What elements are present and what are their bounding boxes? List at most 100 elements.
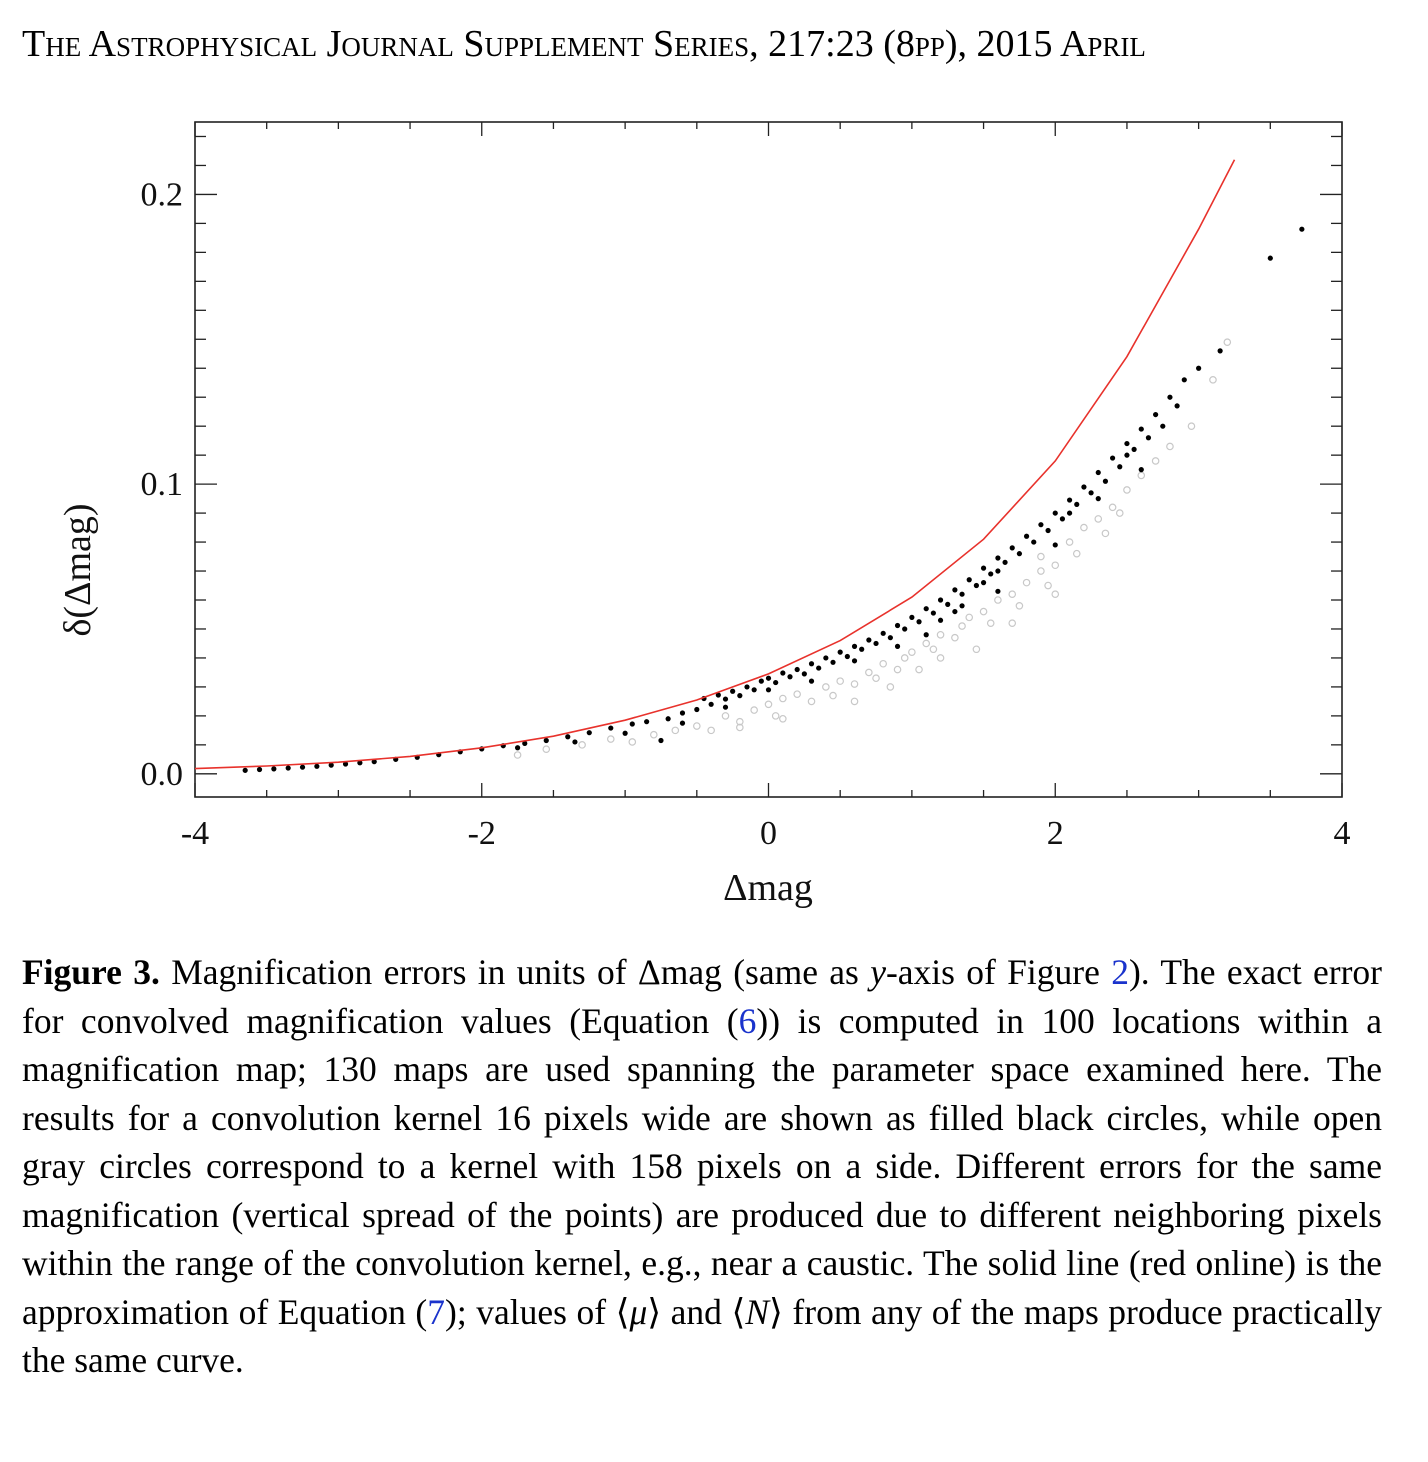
gray-open-point xyxy=(915,665,923,674)
gray-open-point xyxy=(836,677,844,685)
gray-open-point xyxy=(1037,567,1045,575)
caption-label: Figure 3. xyxy=(22,952,160,992)
black-filled-point xyxy=(808,661,815,667)
black-filled-point xyxy=(328,762,334,768)
gray-open-point xyxy=(1065,538,1074,546)
gray-open-point xyxy=(822,683,830,691)
black-filled-point xyxy=(1102,478,1109,484)
black-filled-point xyxy=(665,716,671,722)
black-filled-point xyxy=(1267,255,1273,261)
black-filled-point xyxy=(952,608,958,615)
x-tick-label: -4 xyxy=(181,815,209,852)
black-filled-point xyxy=(773,679,779,686)
black-filled-point xyxy=(357,760,363,766)
black-filled-point xyxy=(930,610,936,616)
caption-text-7: ⟩ from any of the maps produce practical… xyxy=(22,1291,1382,1381)
black-filled-point xyxy=(737,693,743,699)
gray-open-point xyxy=(1187,422,1196,430)
gray-open-point xyxy=(779,694,787,703)
black-filled-point xyxy=(894,622,901,629)
gray-open-point xyxy=(1037,552,1045,561)
black-filled-point xyxy=(371,759,377,765)
black-filled-point xyxy=(995,555,1001,561)
gray-open-point xyxy=(779,714,787,723)
black-filled-point xyxy=(959,603,965,609)
black-filled-point xyxy=(973,582,979,589)
gray-open-point xyxy=(693,722,701,730)
black-filled-point xyxy=(816,665,822,671)
gray-open-point xyxy=(893,665,902,674)
black-filled-point xyxy=(1095,469,1101,476)
gray-open-point xyxy=(578,741,586,749)
gray-open-point xyxy=(872,674,880,683)
black-filled-point xyxy=(271,766,277,772)
black-filled-point xyxy=(894,643,901,649)
black-filled-point xyxy=(980,580,987,586)
gray-open-point xyxy=(986,619,995,627)
y-tick-label: 0.0 xyxy=(141,756,184,793)
gray-open-point xyxy=(736,723,744,732)
gray-open-point xyxy=(1008,590,1017,599)
gray-open-point xyxy=(1051,561,1060,570)
figure-2-link[interactable]: 2 xyxy=(1111,952,1129,992)
caption-text-5: ); values of ⟨ xyxy=(445,1291,630,1332)
black-filled-point xyxy=(923,606,929,612)
black-filled-point xyxy=(988,571,994,577)
black-filled-point xyxy=(1002,559,1008,565)
gray-open-point xyxy=(513,751,522,759)
black-filled-point xyxy=(299,764,306,770)
black-filled-point xyxy=(622,730,628,736)
gray-open-point xyxy=(951,633,959,642)
black-filled-point xyxy=(1066,497,1073,503)
gray-open-point xyxy=(1015,601,1024,610)
black-filled-point xyxy=(880,630,886,636)
black-filled-point xyxy=(902,626,908,632)
black-filled-point xyxy=(1016,551,1023,557)
black-filled-point xyxy=(572,739,578,745)
equation-6-link[interactable]: 6 xyxy=(738,1000,757,1041)
black-filled-point xyxy=(256,766,263,773)
gray-open-point xyxy=(1166,442,1174,451)
black-filled-point xyxy=(823,655,829,661)
black-filled-point xyxy=(1167,394,1173,400)
black-filled-point xyxy=(1045,527,1051,534)
black-filled-point xyxy=(679,710,686,716)
y-tick-label: 0.1 xyxy=(141,466,184,503)
black-filled-point xyxy=(1196,365,1202,371)
gray-open-point xyxy=(1008,619,1017,627)
black-filled-point xyxy=(629,721,635,727)
gray-open-point xyxy=(829,691,837,700)
black-filled-point xyxy=(644,719,650,725)
y-axis-label: δ(Δmag) xyxy=(57,503,99,636)
equation-7-link[interactable]: 7 xyxy=(427,1291,445,1332)
black-filled-point xyxy=(794,666,800,673)
black-filled-point xyxy=(314,763,320,769)
black-filled-point xyxy=(1117,464,1123,470)
scatter-chart: -4 -2 0 2 4 0.0 0.1 0.2 Δmag δ(Δmag) xyxy=(57,121,1351,909)
gray-open-point xyxy=(1209,376,1217,384)
black-filled-point xyxy=(1138,426,1144,432)
black-filled-point xyxy=(522,740,528,747)
figure: -4 -2 0 2 4 0.0 0.1 0.2 Δmag δ(Δmag) xyxy=(0,100,1428,930)
gray-open-point xyxy=(721,712,730,720)
black-filled-point xyxy=(608,725,614,731)
gray-open-point xyxy=(922,639,931,648)
caption-text-6: ⟩ and ⟨ xyxy=(647,1291,746,1332)
black-filled-point xyxy=(873,640,879,647)
black-filled-point xyxy=(923,632,929,638)
black-filled-point xyxy=(945,601,951,607)
black-filled-point xyxy=(1299,226,1305,232)
black-filled-point xyxy=(1059,516,1066,522)
x-tick-label: -2 xyxy=(468,815,496,852)
black-filled-point xyxy=(285,765,291,771)
x-tick-label: 4 xyxy=(1334,815,1351,852)
gray-open-point xyxy=(736,717,744,726)
gray-open-point xyxy=(628,738,637,746)
gray-open-point xyxy=(879,659,888,668)
gray-open-point xyxy=(1094,515,1103,523)
black-filled-point xyxy=(851,643,858,649)
black-filled-point xyxy=(242,767,248,773)
gray-open-point xyxy=(1151,457,1160,465)
black-filled-point xyxy=(342,761,349,767)
gray-open-point xyxy=(606,735,615,743)
